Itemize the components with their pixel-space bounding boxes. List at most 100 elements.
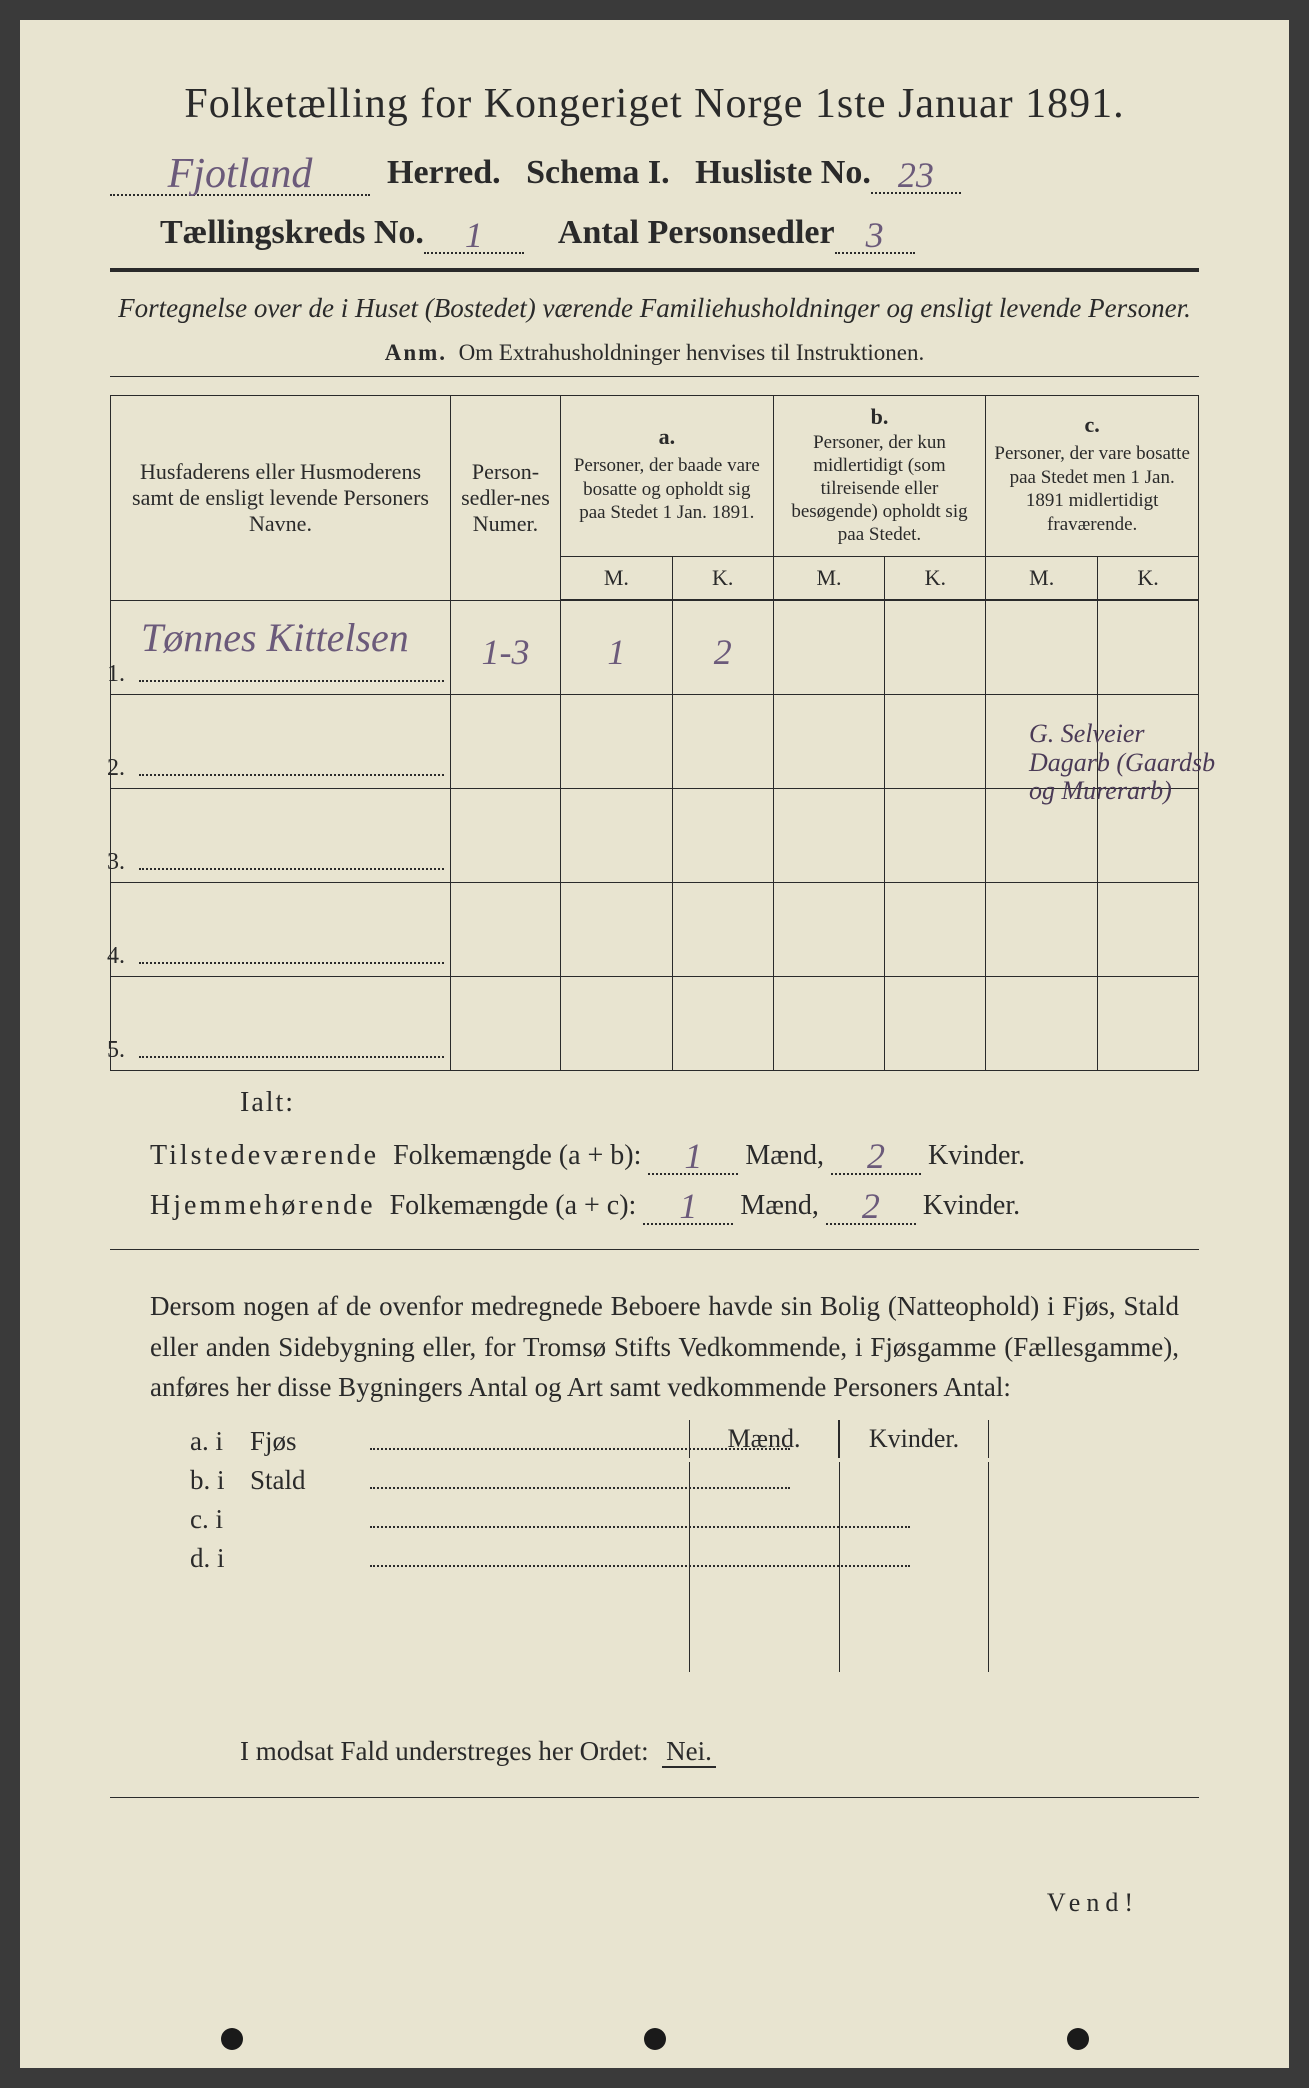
- rule-4: [110, 1797, 1199, 1798]
- herred-handwritten: Fjotland: [168, 151, 313, 197]
- a-k: K.: [672, 557, 773, 600]
- col-a-text: Personer, der baade vare bosatte og opho…: [567, 450, 767, 529]
- col-b-header: b. Personer, der kun midlertidigt (som t…: [773, 396, 986, 557]
- header-row-2: Tællingskreds No. 1 Antal Personsedler 3: [110, 210, 1199, 254]
- hole-icon: [1067, 2028, 1089, 2050]
- row3-numer: [451, 789, 561, 883]
- kreds-value: 1: [465, 215, 483, 255]
- row3-name-cell: 3.: [111, 789, 451, 883]
- summary-line-1: Tilstedeværende Folkemængde (a + b): 1 M…: [150, 1131, 1199, 1175]
- row2-dots: [139, 774, 444, 776]
- row1-ck: [1098, 601, 1199, 695]
- sum2-maend: Mænd,: [740, 1190, 819, 1222]
- c-k: K.: [1098, 557, 1199, 600]
- sum1-m-val: 1: [684, 1136, 702, 1176]
- row2-numer: [451, 695, 561, 789]
- sum1-m-field: 1: [648, 1131, 738, 1175]
- anm-label: Anm.: [385, 340, 447, 365]
- fjos-c-lead: c. i: [190, 1504, 250, 1535]
- mk-header: Mænd. Kvinder.: [689, 1420, 989, 1458]
- subtitle: Fortegnelse over de i Huset (Bostedet) v…: [110, 290, 1199, 326]
- sum1-maend: Mænd,: [745, 1140, 824, 1172]
- row3-num: 3.: [107, 849, 125, 876]
- row4-name-cell: 4.: [111, 883, 451, 977]
- row1-ak: 2: [672, 601, 773, 695]
- table-row: 4.: [111, 883, 1199, 977]
- fjos-a-label: Fjøs: [250, 1426, 370, 1457]
- sum1-kvinder: Kvinder.: [928, 1140, 1025, 1172]
- summary-line-2: Hjemmehørende Folkemængde (a + c): 1 Mæn…: [150, 1181, 1199, 1225]
- table-header-row-1: Husfaderens eller Husmoderens samt de en…: [111, 396, 1199, 557]
- row1-name: Tønnes Kittelsen: [141, 615, 409, 660]
- row3-dots: [139, 868, 444, 870]
- nei-line: I modsat Fald understreges her Ordet: Ne…: [240, 1736, 1199, 1767]
- sum2-label: Hjemmehørende: [150, 1190, 376, 1222]
- antal-label: Antal Personsedler: [558, 214, 835, 252]
- col-b-label: b.: [780, 404, 980, 430]
- c-m: M.: [986, 557, 1098, 600]
- kreds-field: 1: [424, 210, 524, 254]
- row1-am: 1: [561, 601, 673, 695]
- antal-value: 3: [866, 215, 884, 255]
- husliste-label: Husliste No.: [695, 154, 871, 192]
- sum2-kvinder: Kvinder.: [923, 1190, 1020, 1222]
- page-title: Folketælling for Kongeriget Norge 1ste J…: [110, 80, 1199, 128]
- col-a-label: a.: [567, 424, 767, 450]
- col-names-header: Husfaderens eller Husmoderens samt de en…: [111, 396, 451, 601]
- row1-cm: [986, 601, 1098, 695]
- row1-numer: 1-3: [451, 601, 561, 695]
- table-row: 5.: [111, 977, 1199, 1071]
- header-row-1: Fjotland Herred. Schema I. Husliste No. …: [110, 146, 1199, 196]
- paragraph: Dersom nogen af de ovenfor medregnede Be…: [150, 1286, 1179, 1408]
- fjos-b-label: Stald: [250, 1465, 370, 1496]
- col-b-text: Personer, der kun midlertidigt (som tilr…: [780, 430, 980, 548]
- rule-1: [110, 268, 1199, 272]
- row1-bk: [885, 601, 986, 695]
- b-k: K.: [885, 557, 986, 600]
- row5-num: 5.: [107, 1037, 125, 1064]
- row4-dots: [139, 962, 444, 964]
- kreds-label: Tællingskreds No.: [160, 214, 424, 252]
- schema-label: Schema I.: [526, 154, 670, 192]
- fjos-d-lead: d. i: [190, 1543, 250, 1574]
- row1-dots: [139, 680, 444, 682]
- col-c-header: c. Personer, der vare bosatte paa Stedet…: [986, 396, 1199, 557]
- herred-label: Herred.: [387, 154, 501, 192]
- punch-holes: [20, 2028, 1289, 2050]
- col-numer-header: Person-sedler-nes Numer.: [451, 396, 561, 601]
- vend-label: Vend!: [110, 1888, 1139, 1918]
- col-a-header: a. Personer, der baade vare bosatte og o…: [561, 396, 774, 557]
- ialt-label: Ialt:: [240, 1087, 1199, 1119]
- a-m: M.: [561, 557, 673, 600]
- rule-2: [110, 376, 1199, 377]
- col-c-label: c.: [992, 412, 1192, 438]
- mk-kvinder: Kvinder.: [839, 1420, 989, 1458]
- col-names-text: Husfaderens eller Husmoderens samt de en…: [132, 459, 429, 536]
- sum2-mid: Folkemængde (a + c):: [390, 1190, 637, 1222]
- row5-name-cell: 5.: [111, 977, 451, 1071]
- husliste-value: 23: [898, 155, 934, 195]
- row4-numer: [451, 883, 561, 977]
- sum1-mid: Folkemængde (a + b):: [393, 1140, 641, 1172]
- sum2-m-field: 1: [643, 1181, 733, 1225]
- row1-bm: [773, 601, 885, 695]
- hole-icon: [644, 2028, 666, 2050]
- row2-num: 2.: [107, 755, 125, 782]
- hole-icon: [221, 2028, 243, 2050]
- col-c-text: Personer, der vare bosatte paa Stedet me…: [992, 438, 1192, 541]
- row1-num: 1.: [107, 661, 125, 688]
- herred-field: Fjotland: [110, 146, 370, 196]
- fjos-b-lead: b. i: [190, 1465, 250, 1496]
- sum1-label: Tilstedeværende: [150, 1140, 379, 1172]
- sum2-m-val: 1: [679, 1186, 697, 1226]
- antal-field: 3: [835, 210, 915, 254]
- sum1-k-field: 2: [831, 1131, 921, 1175]
- sum2-k-field: 2: [826, 1181, 916, 1225]
- fjos-a-lead: a. i: [190, 1426, 250, 1457]
- row5-numer: [451, 977, 561, 1071]
- nei-text: I modsat Fald understreges her Ordet:: [240, 1736, 649, 1766]
- mk-maend: Mænd.: [689, 1420, 839, 1458]
- row2-name-cell: 2.: [111, 695, 451, 789]
- table-row: 1. Tønnes Kittelsen 1-3 1 2: [111, 601, 1199, 695]
- row4-num: 4.: [107, 943, 125, 970]
